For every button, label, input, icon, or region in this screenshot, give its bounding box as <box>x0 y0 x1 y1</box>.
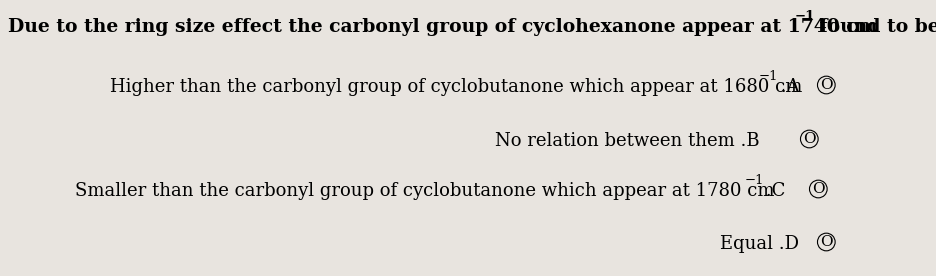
Text: −1: −1 <box>795 10 815 23</box>
Text: O: O <box>803 132 815 146</box>
Text: found to be: found to be <box>813 18 936 36</box>
Text: .C: .C <box>760 182 791 200</box>
Text: O: O <box>820 78 833 92</box>
Text: .A: .A <box>775 78 805 96</box>
Text: No relation between them .B: No relation between them .B <box>495 132 766 150</box>
Text: O: O <box>820 235 833 249</box>
Text: Equal .D: Equal .D <box>720 235 805 253</box>
Text: Due to the ring size effect the carbonyl group of cyclohexanone appear at 1740 c: Due to the ring size effect the carbonyl… <box>8 18 877 36</box>
Text: Higher than the carbonyl group of cyclobutanone which appear at 1680 cm: Higher than the carbonyl group of cyclob… <box>110 78 802 96</box>
Text: Smaller than the carbonyl group of cyclobutanone which appear at 1780 cm: Smaller than the carbonyl group of cyclo… <box>75 182 774 200</box>
Text: −1: −1 <box>759 70 779 83</box>
Text: O: O <box>812 182 825 196</box>
Text: −1: −1 <box>745 174 765 187</box>
